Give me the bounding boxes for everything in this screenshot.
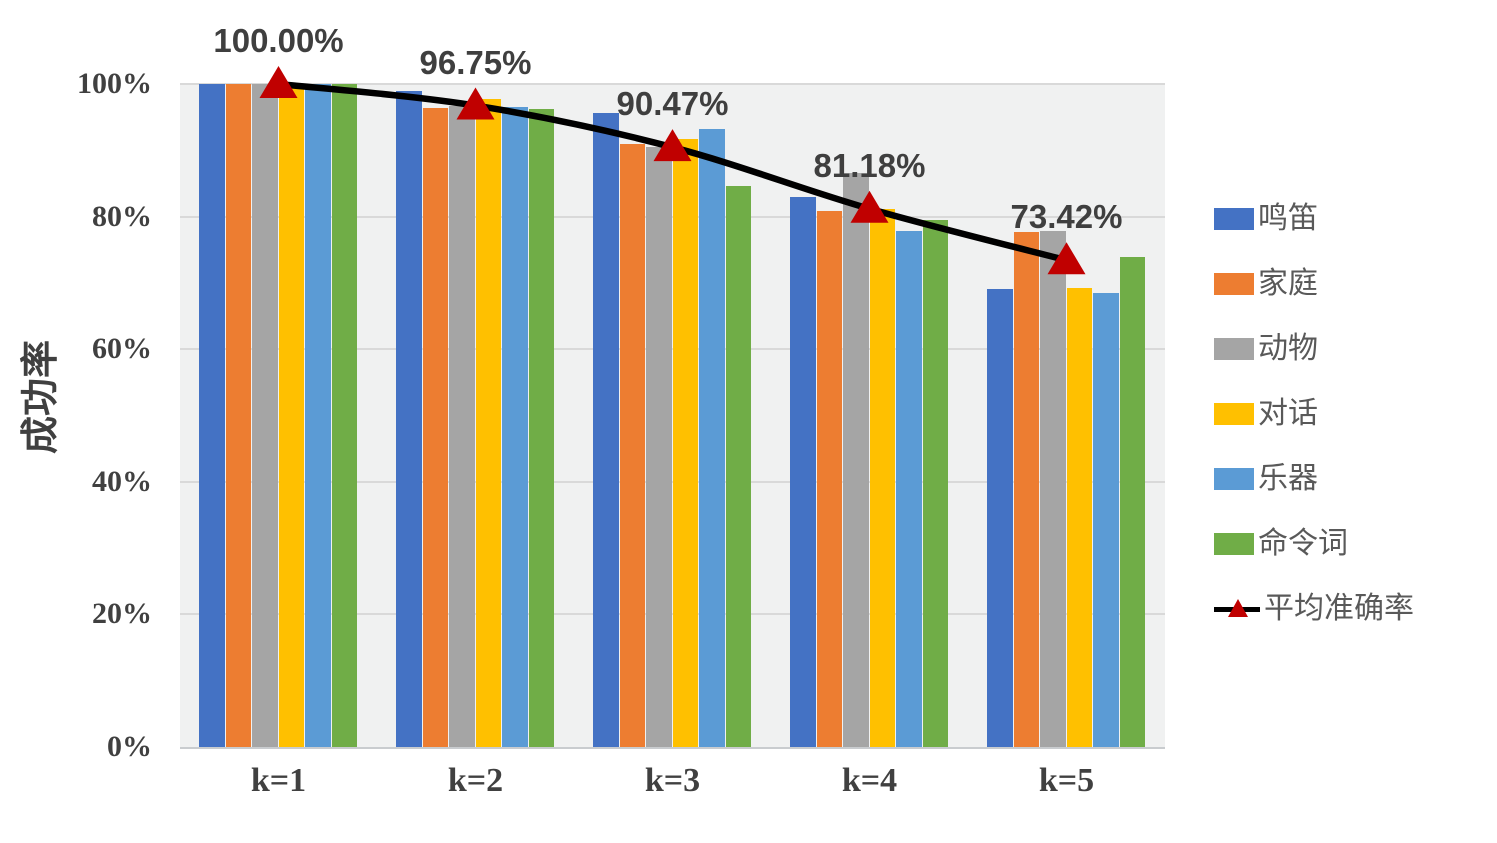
bar-命令词-k=3 — [725, 186, 751, 747]
legend-label: 鸣笛 — [1258, 201, 1318, 235]
bar-动物-k=4 — [843, 172, 869, 747]
legend-swatch-icon — [1214, 207, 1254, 230]
x-axis-label-k=3: k=3 — [644, 762, 701, 799]
bar-对话-k=1 — [278, 84, 304, 747]
legend-item-对话: 对话 — [1214, 381, 1494, 446]
legend-swatch-icon — [1214, 532, 1254, 555]
bar-对话-k=4 — [869, 209, 895, 747]
bar-家庭-k=3 — [619, 143, 645, 747]
bar-对话-k=2 — [475, 99, 501, 747]
legend-line-marker-icon — [1214, 598, 1260, 620]
legend-item-家庭: 家庭 — [1214, 251, 1494, 316]
x-axis-label-k=4: k=4 — [841, 762, 898, 799]
bar-家庭-k=2 — [422, 107, 448, 747]
legend-swatch-icon — [1214, 272, 1254, 295]
legend-label: 命令词 — [1258, 526, 1348, 560]
legend-swatch-icon — [1214, 337, 1254, 360]
bar-家庭-k=5 — [1013, 231, 1039, 747]
bar-鸣笛-k=3 — [593, 112, 619, 747]
bar-家庭-k=4 — [816, 210, 842, 747]
bar-命令词-k=4 — [922, 219, 948, 747]
average-data-label-k=4: 81.18% — [813, 146, 926, 184]
bar-鸣笛-k=2 — [396, 90, 422, 747]
bar-家庭-k=1 — [225, 84, 251, 747]
legend-item-乐器: 乐器 — [1214, 446, 1494, 511]
bar-动物-k=5 — [1040, 230, 1066, 747]
bar-命令词-k=5 — [1119, 257, 1145, 747]
legend: 鸣笛家庭动物对话乐器命令词平均准确率 — [1214, 186, 1494, 641]
y-tick-label-100%: 100% — [77, 67, 152, 100]
bar-鸣笛-k=5 — [987, 288, 1013, 747]
bar-乐器-k=5 — [1093, 292, 1119, 747]
legend-swatch-icon — [1214, 467, 1254, 490]
legend-label: 对话 — [1258, 396, 1318, 430]
legend-item-平均准确率: 平均准确率 — [1214, 576, 1494, 641]
x-axis-label-k=1: k=1 — [250, 762, 307, 799]
bar-对话-k=5 — [1066, 287, 1092, 747]
x-axis-label-k=5: k=5 — [1038, 762, 1095, 799]
bar-乐器-k=3 — [699, 129, 725, 747]
average-data-label-k=2: 96.75% — [419, 43, 532, 81]
y-tick-label-80%: 80% — [92, 199, 152, 233]
plot-area — [180, 83, 1165, 749]
y-tick-label-0%: 0% — [107, 730, 152, 763]
legend-item-鸣笛: 鸣笛 — [1214, 186, 1494, 251]
bar-命令词-k=2 — [528, 108, 554, 747]
bar-鸣笛-k=1 — [199, 84, 225, 747]
average-data-label-k=5: 73.42% — [1010, 198, 1123, 236]
bar-乐器-k=4 — [896, 230, 922, 747]
legend-label: 动物 — [1258, 331, 1318, 365]
legend-label: 乐器 — [1258, 461, 1318, 495]
bar-鸣笛-k=4 — [790, 196, 816, 747]
y-tick-label-20%: 20% — [92, 597, 152, 631]
bar-乐器-k=2 — [502, 107, 528, 747]
legend-swatch-icon — [1214, 402, 1254, 425]
legend-triangle-icon — [1228, 598, 1248, 617]
y-tick-label-60%: 60% — [92, 332, 152, 366]
legend-label: 家庭 — [1258, 266, 1318, 300]
y-tick-label-40%: 40% — [92, 464, 152, 498]
bar-乐器-k=1 — [305, 84, 331, 747]
bar-命令词-k=1 — [331, 84, 357, 747]
legend-item-命令词: 命令词 — [1214, 511, 1494, 576]
bar-动物-k=3 — [646, 147, 672, 747]
legend-item-动物: 动物 — [1214, 316, 1494, 381]
bar-对话-k=3 — [672, 139, 698, 747]
average-data-label-k=3: 90.47% — [616, 85, 729, 123]
bar-动物-k=1 — [252, 84, 278, 747]
legend-label: 平均准确率 — [1264, 591, 1414, 625]
average-data-label-k=1: 100.00% — [213, 22, 344, 59]
bar-动物-k=2 — [449, 105, 475, 747]
x-axis-label-k=2: k=2 — [447, 762, 504, 799]
